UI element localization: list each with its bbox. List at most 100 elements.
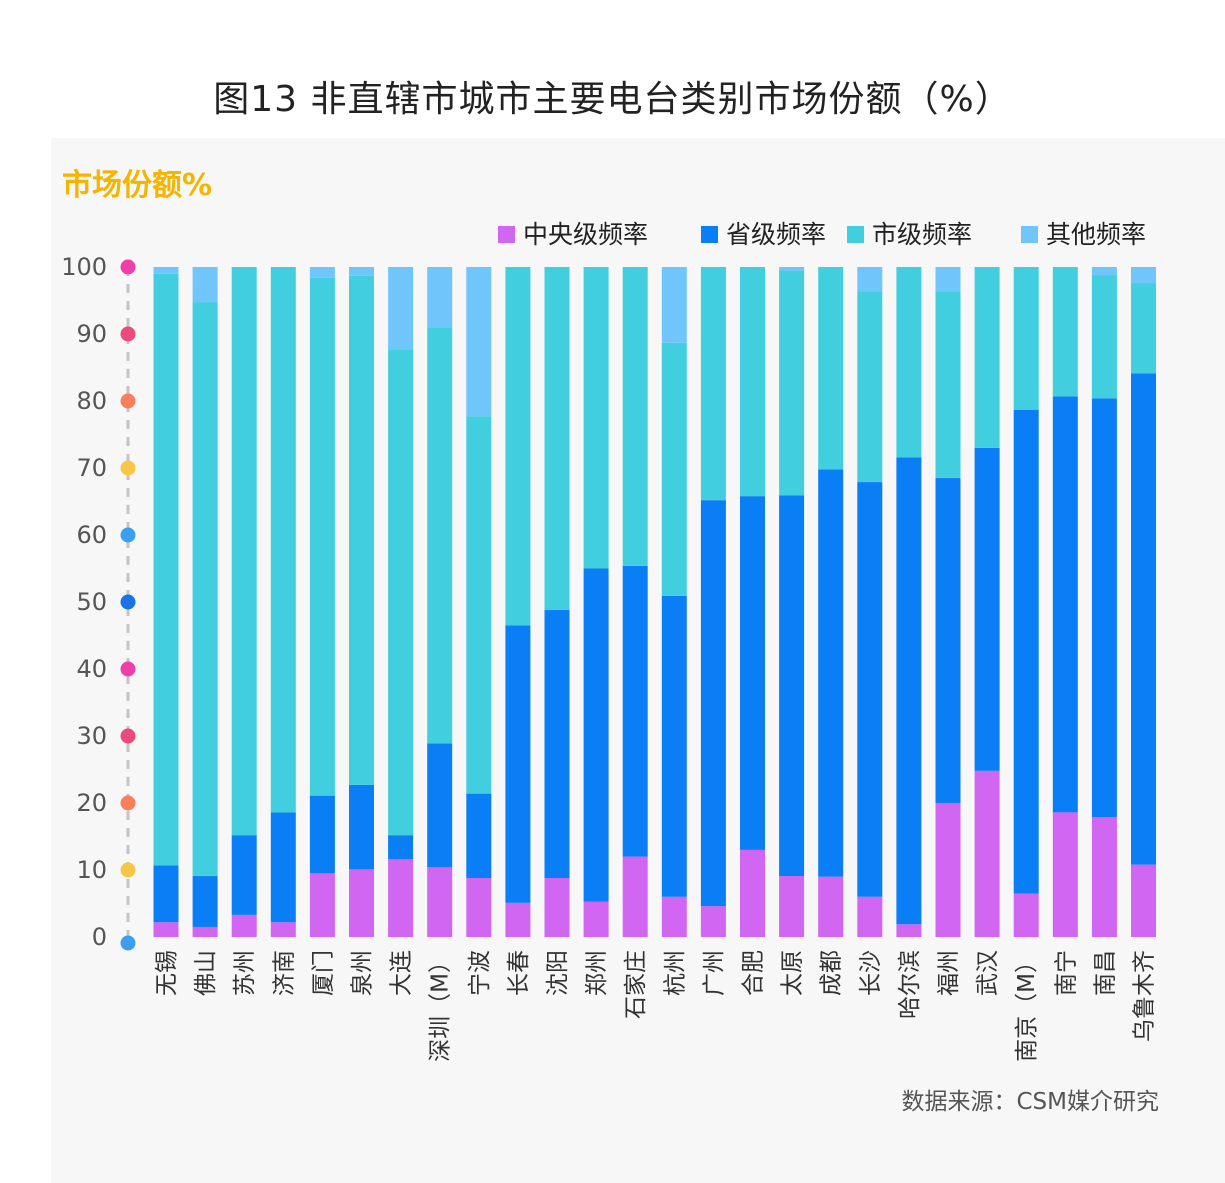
category-label: 武汉 bbox=[975, 950, 1001, 996]
category-label: 佛山 bbox=[193, 950, 219, 996]
bar-segment bbox=[153, 267, 179, 274]
bar-segment bbox=[153, 273, 179, 866]
bar-segment bbox=[974, 770, 1000, 937]
bar-segment bbox=[1131, 373, 1156, 865]
y-tick-label: 20 bbox=[76, 789, 107, 817]
bar-segment bbox=[622, 267, 648, 566]
chart-title: 图13 非直辖市城市主要电台类别市场份额（%） bbox=[213, 79, 1012, 120]
y-axis-label: 市场份额% bbox=[62, 168, 213, 203]
bar-segment bbox=[935, 267, 961, 292]
bar-segment bbox=[544, 267, 570, 611]
y-tick-label: 40 bbox=[76, 655, 107, 683]
bar-segment bbox=[1091, 267, 1117, 276]
bar-segment bbox=[505, 625, 531, 903]
bar-segment bbox=[270, 922, 296, 937]
bar-segment bbox=[857, 267, 883, 292]
category-label: 南宁 bbox=[1053, 950, 1079, 996]
bar-segment bbox=[388, 349, 414, 836]
y-tick-dot bbox=[120, 795, 136, 811]
bar-segment bbox=[779, 267, 805, 272]
bar-segment bbox=[309, 873, 335, 937]
category-label: 济南 bbox=[271, 950, 297, 996]
bar-segment bbox=[427, 743, 453, 868]
bar-segment bbox=[896, 457, 922, 925]
bar-segment bbox=[1131, 267, 1156, 284]
y-tick-dot bbox=[120, 862, 136, 878]
bar-segment bbox=[779, 271, 805, 496]
bar-segment bbox=[192, 267, 218, 303]
category-label: 厦门 bbox=[310, 950, 336, 996]
bar-segment bbox=[309, 267, 335, 278]
bar-segment bbox=[740, 496, 765, 850]
bar-segment bbox=[270, 267, 296, 813]
bar-segment bbox=[192, 302, 218, 877]
bar-segment bbox=[309, 795, 335, 874]
bar-segment bbox=[935, 478, 961, 803]
bar-segment bbox=[896, 924, 922, 937]
category-label: 乌鲁木齐 bbox=[1132, 950, 1158, 1042]
y-tick-dot bbox=[120, 661, 136, 677]
bar-segment bbox=[896, 267, 922, 458]
bar-segment bbox=[270, 812, 296, 923]
y-tick-label: 80 bbox=[76, 387, 107, 415]
bar-segment bbox=[466, 267, 492, 417]
bar-segment bbox=[388, 859, 414, 937]
bar-segment bbox=[153, 922, 179, 937]
bar-segment bbox=[388, 267, 414, 350]
bar-segment bbox=[818, 876, 844, 937]
bar-segment bbox=[388, 835, 414, 860]
bar-segment bbox=[231, 267, 257, 836]
category-label: 南昌 bbox=[1092, 950, 1118, 996]
bar-segment bbox=[661, 896, 687, 937]
legend-label: 其他频率 bbox=[1046, 220, 1146, 249]
legend-label: 省级频率 bbox=[726, 220, 826, 249]
y-tick-label: 100 bbox=[61, 253, 107, 281]
bar-segment bbox=[231, 835, 257, 915]
bar-segment bbox=[544, 610, 570, 879]
bar-segment bbox=[1013, 893, 1039, 937]
y-tick-dot bbox=[120, 326, 136, 342]
bar-segment bbox=[427, 267, 453, 328]
bar-segment bbox=[309, 277, 335, 796]
category-label: 郑州 bbox=[584, 950, 610, 996]
bar-segment bbox=[740, 849, 765, 937]
bar-segment bbox=[505, 902, 531, 937]
legend-swatch bbox=[1021, 226, 1038, 243]
bar-segment bbox=[700, 500, 726, 907]
bar-segment bbox=[1013, 409, 1039, 894]
bar-segment bbox=[349, 784, 374, 870]
bar-segment bbox=[1052, 812, 1078, 937]
bar-segment bbox=[466, 793, 492, 879]
category-label: 苏州 bbox=[232, 950, 258, 996]
bar-segment bbox=[153, 865, 179, 923]
category-label: 深圳（M） bbox=[428, 950, 454, 1062]
y-tick-dot bbox=[120, 460, 136, 476]
bar-segment bbox=[583, 568, 609, 902]
bar-segment bbox=[349, 275, 374, 785]
y-tick-dot bbox=[120, 259, 136, 275]
bar-segment bbox=[1131, 283, 1156, 374]
bar-segment bbox=[1131, 864, 1156, 937]
y-tick-dot bbox=[120, 594, 136, 610]
category-label: 合肥 bbox=[741, 950, 767, 996]
bar-segment bbox=[622, 856, 648, 937]
category-label: 杭州 bbox=[662, 950, 688, 996]
bar-segment bbox=[231, 914, 257, 937]
bar-segment bbox=[740, 267, 765, 497]
bar-segment bbox=[1052, 267, 1078, 397]
bar-segment bbox=[661, 267, 687, 343]
bar-segment bbox=[779, 495, 805, 877]
category-label: 南京（M） bbox=[1014, 950, 1040, 1062]
y-tick-label: 30 bbox=[76, 722, 107, 750]
y-tick-label: 60 bbox=[76, 521, 107, 549]
bar-segment bbox=[192, 876, 218, 927]
bar-segment bbox=[427, 327, 453, 744]
bar-segment bbox=[857, 291, 883, 483]
bar-segment bbox=[1013, 267, 1039, 410]
legend-label: 市级频率 bbox=[872, 220, 972, 249]
bar-segment bbox=[427, 867, 453, 937]
category-label: 长沙 bbox=[858, 950, 884, 996]
category-label: 无锡 bbox=[154, 950, 180, 996]
y-tick-label: 10 bbox=[76, 856, 107, 884]
category-label: 宁波 bbox=[467, 950, 493, 996]
